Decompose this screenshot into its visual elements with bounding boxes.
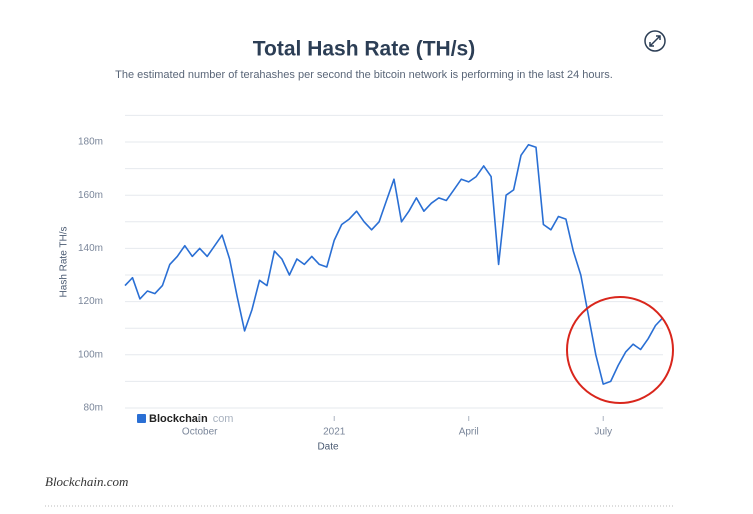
footer: Blockchain.com — [45, 474, 128, 489]
y-tick-label: 80m — [84, 403, 103, 414]
x-tick-label: April — [459, 427, 479, 438]
y-tick-label: 160m — [78, 190, 103, 201]
x-tick-label: October — [182, 427, 218, 438]
expand-button[interactable] — [644, 30, 666, 52]
chart-subtitle: The estimated number of terahashes per s… — [115, 69, 613, 81]
expand-icon[interactable] — [644, 30, 666, 52]
x-tick-label: 2021 — [323, 427, 346, 438]
y-tick-label: 120m — [78, 296, 103, 307]
y-tick-label: 140m — [78, 243, 103, 254]
watermark: Blockchain com — [137, 413, 233, 425]
y-tick-label: 180m — [78, 137, 103, 148]
x-axis-label: Date — [317, 442, 339, 453]
highlight-circle — [566, 296, 674, 404]
chart-title: Total Hash Rate (TH/s) — [253, 38, 475, 61]
watermark-suffix: com — [213, 413, 234, 425]
watermark-logo — [137, 414, 146, 423]
x-tick-label: July — [594, 427, 612, 438]
data-line — [124, 143, 664, 385]
watermark-brand: Blockchain — [149, 413, 208, 425]
y-tick-label: 100m — [78, 349, 103, 360]
expand-arrows[interactable] — [649, 35, 661, 47]
y-axis-label: Hash Rate TH/s — [59, 227, 70, 298]
